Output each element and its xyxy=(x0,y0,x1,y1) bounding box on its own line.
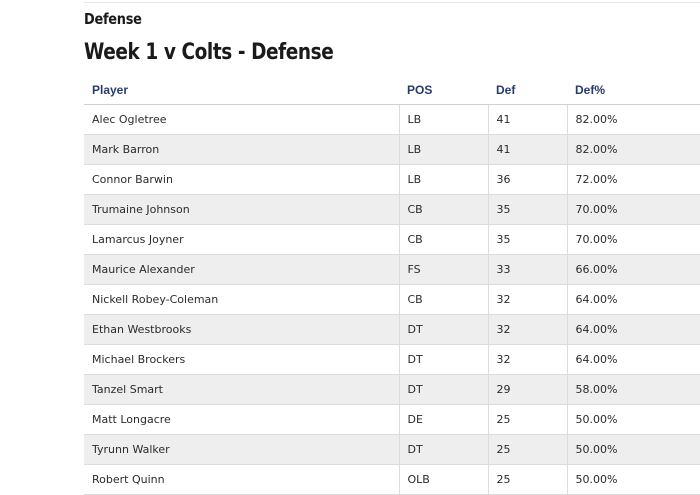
table-row: Maurice Alexander FS 33 66.00% xyxy=(84,254,700,285)
table-row: Tanzel Smart DT 29 58.00% xyxy=(84,374,700,405)
player-name-cell: Lamarcus Joyner xyxy=(84,224,399,255)
player-name-cell: Michael Brockers xyxy=(84,344,399,375)
defensive-snaps-cell: 29 xyxy=(487,374,567,405)
position-cell: DT xyxy=(398,344,488,375)
defensive-snap-percent-cell: 50.00% xyxy=(566,434,700,465)
defensive-snaps-cell: 25 xyxy=(487,434,567,465)
player-name-cell: Tanzel Smart xyxy=(84,374,399,405)
defensive-snaps-cell: 32 xyxy=(487,284,567,315)
defensive-snap-percent-cell: 70.00% xyxy=(566,224,700,255)
defensive-snap-percent-cell: 72.00% xyxy=(566,164,700,195)
player-name-cell: Nickell Robey-Coleman xyxy=(84,284,399,315)
defensive-snaps-cell: 36 xyxy=(487,164,567,195)
player-name-cell: Matt Longacre xyxy=(84,404,399,435)
player-name-cell: Trumaine Johnson xyxy=(84,194,399,225)
column-header-def[interactable]: Def xyxy=(488,75,567,105)
defensive-snaps-cell: 25 xyxy=(487,404,567,435)
defensive-snap-percent-cell: 64.00% xyxy=(566,284,700,315)
player-name-cell: Tyrunn Walker xyxy=(84,434,399,465)
player-name-cell: Robert Quinn xyxy=(84,464,399,495)
table-row: Robert Quinn OLB 25 50.00% xyxy=(84,464,700,495)
position-cell: DT xyxy=(398,434,488,465)
position-cell: CB xyxy=(398,194,488,225)
defensive-snap-percent-cell: 58.00% xyxy=(566,374,700,405)
page-title: Week 1 v Colts - Defense xyxy=(84,40,334,65)
defensive-snap-percent-cell: 64.00% xyxy=(566,344,700,375)
position-cell: DT xyxy=(398,314,488,345)
position-cell: CB xyxy=(398,284,488,315)
defensive-snaps-cell: 33 xyxy=(487,254,567,285)
table-row: Michael Brockers DT 32 64.00% xyxy=(84,344,700,375)
player-name-cell: Alec Ogletree xyxy=(84,104,399,135)
position-cell: FS xyxy=(398,254,488,285)
defensive-snap-percent-cell: 82.00% xyxy=(566,104,700,135)
defensive-snaps-cell: 35 xyxy=(487,224,567,255)
table-body: Alec Ogletree LB 41 82.00% Mark Barron LB 41 82… xyxy=(84,104,700,495)
defensive-snaps-cell: 41 xyxy=(487,134,567,165)
position-cell: DT xyxy=(398,374,488,405)
defensive-snap-percent-cell: 70.00% xyxy=(566,194,700,225)
table-row: Matt Longacre DE 25 50.00% xyxy=(84,404,700,435)
defensive-snap-percent-cell: 66.00% xyxy=(566,254,700,285)
position-cell: LB xyxy=(398,164,488,195)
position-cell: LB xyxy=(398,104,488,135)
section-label: Defense xyxy=(84,10,142,28)
position-cell: CB xyxy=(398,224,488,255)
defensive-snaps-cell: 35 xyxy=(487,194,567,225)
table-row: Tyrunn Walker DT 25 50.00% xyxy=(84,434,700,465)
table-row: Alec Ogletree LB 41 82.00% xyxy=(84,104,700,135)
player-name-cell: Maurice Alexander xyxy=(84,254,399,285)
top-divider xyxy=(84,2,700,3)
table-header-row: Player POS Def Def% xyxy=(84,75,700,105)
player-name-cell: Mark Barron xyxy=(84,134,399,165)
table-row: Trumaine Johnson CB 35 70.00% xyxy=(84,194,700,225)
column-header-def-pct[interactable]: Def% xyxy=(567,75,700,105)
player-name-cell: Connor Barwin xyxy=(84,164,399,195)
player-name-cell: Ethan Westbrooks xyxy=(84,314,399,345)
table-row: Ethan Westbrooks DT 32 64.00% xyxy=(84,314,700,345)
column-header-player[interactable]: Player xyxy=(84,75,399,105)
defensive-snaps-cell: 41 xyxy=(487,104,567,135)
defensive-snaps-cell: 32 xyxy=(487,314,567,345)
position-cell: LB xyxy=(398,134,488,165)
table-row: Nickell Robey-Coleman CB 32 64.00% xyxy=(84,284,700,315)
snap-count-table: Player POS Def Def% Alec Ogletree LB 41 82.… xyxy=(84,75,700,495)
table-row: Mark Barron LB 41 82.00% xyxy=(84,134,700,165)
position-cell: DE xyxy=(398,404,488,435)
table-row: Connor Barwin LB 36 72.00% xyxy=(84,164,700,195)
defensive-snap-percent-cell: 50.00% xyxy=(566,404,700,435)
defensive-snap-percent-cell: 82.00% xyxy=(566,134,700,165)
defensive-snap-percent-cell: 50.00% xyxy=(566,464,700,495)
defensive-snaps-cell: 32 xyxy=(487,344,567,375)
column-header-pos[interactable]: POS xyxy=(399,75,488,105)
defense-snap-table: Player POS Def Def% Alec Ogletree LB 41 82.… xyxy=(84,75,700,495)
position-cell: OLB xyxy=(398,464,488,495)
defensive-snap-percent-cell: 64.00% xyxy=(566,314,700,345)
defensive-snaps-cell: 25 xyxy=(487,464,567,495)
table-row: Lamarcus Joyner CB 35 70.00% xyxy=(84,224,700,255)
